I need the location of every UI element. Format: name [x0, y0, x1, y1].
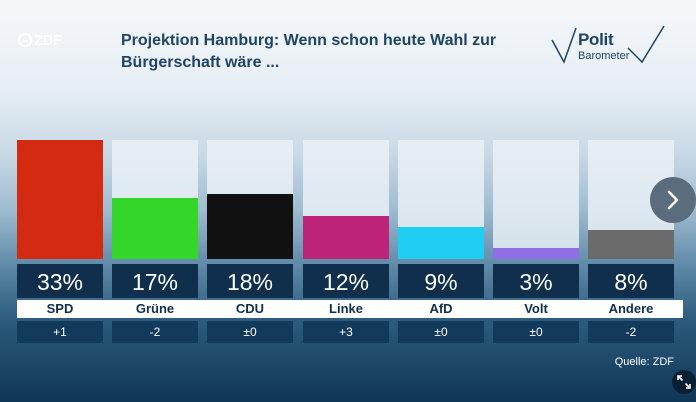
party-label: Volt — [493, 300, 579, 318]
chart-title-line-2: Bürgerschaft wäre ... — [121, 54, 280, 71]
zdf-logo: ZDF — [18, 30, 62, 50]
change-label: +1 — [17, 321, 103, 343]
chevron-right-icon — [667, 190, 679, 210]
party-label: CDU — [207, 300, 293, 318]
bar-value-label: 12% — [303, 264, 389, 298]
expand-icon — [677, 375, 691, 389]
politbarometer-brand-bottom: Barometer — [578, 50, 630, 62]
bar-value-label: 18% — [207, 264, 293, 298]
politbarometer-brand-top: Polit — [578, 30, 614, 49]
change-label: +3 — [303, 321, 389, 343]
change-label: ±0 — [207, 321, 293, 343]
change-label: ±0 — [493, 321, 579, 343]
party-label: AfD — [398, 300, 484, 318]
change-label: -2 — [112, 321, 198, 343]
politbarometer-wave-icon — [551, 25, 665, 64]
bar-value-label: 33% — [17, 264, 103, 298]
bar-value-label: 9% — [398, 264, 484, 298]
bar — [207, 194, 293, 259]
party-label: SPD — [17, 300, 103, 318]
bar — [398, 227, 484, 259]
source-note: Quelle: ZDF — [614, 356, 674, 368]
zdf-logo-text: ZDF — [34, 31, 62, 49]
bar — [588, 230, 674, 259]
bar — [17, 140, 103, 259]
bar-value-label: 8% — [588, 264, 674, 298]
next-slide-button[interactable] — [650, 177, 696, 223]
politbarometer-logo: Polit Barometer — [550, 22, 668, 70]
chart-title: Projektion Hamburg: Wenn schon heute Wah… — [121, 30, 541, 74]
change-label: -2 — [588, 321, 674, 343]
chart-title-line-1: Projektion Hamburg: Wenn schon heute Wah… — [121, 32, 497, 49]
bar-value-label: 3% — [493, 264, 579, 298]
party-label: Linke — [303, 300, 389, 318]
expand-button[interactable] — [672, 370, 696, 394]
party-label: Andere — [588, 300, 674, 318]
bar — [112, 198, 198, 259]
bar — [303, 216, 389, 259]
bar-value-label: 17% — [112, 264, 198, 298]
change-label: ±0 — [398, 321, 484, 343]
bar — [493, 248, 579, 259]
zdf-logo-icon — [18, 33, 32, 47]
party-label: Grüne — [112, 300, 198, 318]
bar-background — [493, 140, 579, 259]
